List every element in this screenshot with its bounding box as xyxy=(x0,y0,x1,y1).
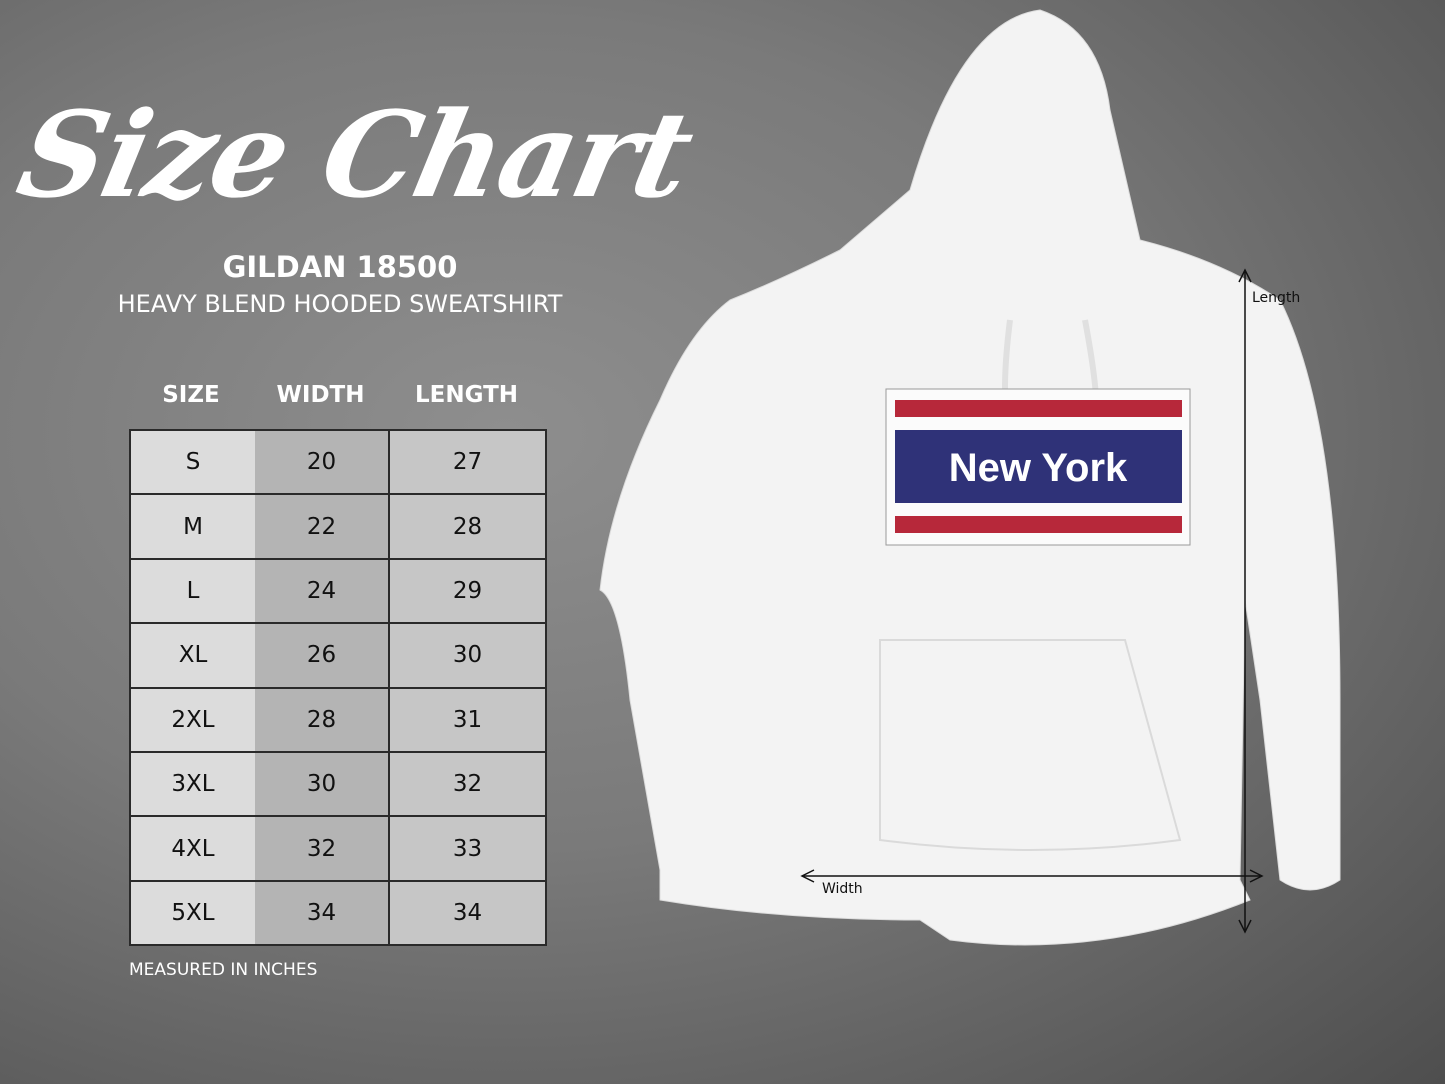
header-size: SIZE xyxy=(162,382,220,408)
width-cell: 26 xyxy=(255,622,390,689)
product-model: GILDAN 18500 xyxy=(222,250,458,284)
length-cell: 33 xyxy=(388,815,547,882)
width-cell: 24 xyxy=(255,557,390,625)
size-cell: M xyxy=(129,493,255,560)
width-cell: 34 xyxy=(255,879,390,947)
hoodie-illustration: New York Length Width xyxy=(599,9,1341,946)
print-text: New York xyxy=(949,446,1128,490)
table-row: XL 26 30 xyxy=(129,622,547,689)
size-table: S 20 27 M 22 28 L 24 29 XL 26 30 2XL 28 31 3XL 30 32 4XL 32… xyxy=(129,428,547,947)
width-cell: 22 xyxy=(255,493,390,560)
table-row: 3XL 30 32 xyxy=(129,750,547,818)
width-cell: 28 xyxy=(255,686,390,753)
size-cell: XL xyxy=(129,622,255,689)
width-cell: 20 xyxy=(255,428,390,496)
size-cell: 5XL xyxy=(129,879,255,947)
header-width: WIDTH xyxy=(276,382,365,408)
table-row: M 22 28 xyxy=(129,493,547,560)
length-cell: 29 xyxy=(388,557,547,625)
length-label: Length xyxy=(1252,290,1300,306)
size-cell: S xyxy=(129,428,255,496)
header-length: LENGTH xyxy=(414,382,519,408)
table-row: 4XL 32 33 xyxy=(129,815,547,882)
size-cell: 2XL xyxy=(129,686,255,753)
size-cell: 3XL xyxy=(129,750,255,818)
length-cell: 28 xyxy=(388,493,547,560)
table-row: S 20 27 xyxy=(129,428,547,496)
width-label: Width xyxy=(822,881,863,897)
length-cell: 34 xyxy=(388,879,547,947)
table-row: L 24 29 xyxy=(129,557,547,625)
width-cell: 32 xyxy=(255,815,390,882)
size-cell: 4XL xyxy=(129,815,255,882)
table-row: 5XL 34 34 xyxy=(129,879,547,947)
product-name: HEAVY BLEND HOODED SWEATSHIRT xyxy=(117,290,563,318)
measurement-note: MEASURED IN INCHES xyxy=(129,960,318,980)
length-cell: 31 xyxy=(388,686,547,753)
size-cell: L xyxy=(129,557,255,625)
table-row: 2XL 28 31 xyxy=(129,686,547,753)
length-cell: 30 xyxy=(388,622,547,689)
width-cell: 30 xyxy=(255,750,390,818)
length-cell: 27 xyxy=(388,428,547,496)
length-cell: 32 xyxy=(388,750,547,818)
